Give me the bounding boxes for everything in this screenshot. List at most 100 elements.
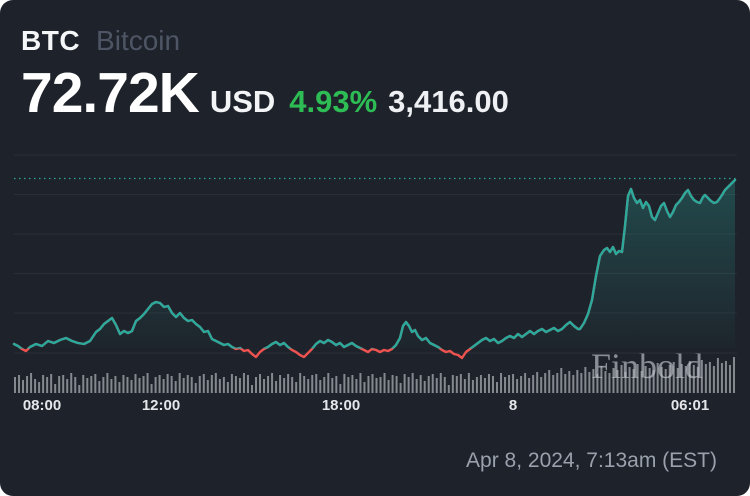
volume-bar <box>66 379 69 393</box>
volume-bar <box>146 373 149 393</box>
volume-bar <box>255 377 257 393</box>
x-axis-label: 8 <box>508 397 518 414</box>
volume-bar <box>234 376 237 393</box>
volume-bar <box>70 373 73 393</box>
volume-bar <box>708 362 711 393</box>
volume-bar <box>182 378 185 393</box>
volume-bar <box>210 375 213 393</box>
price-chart[interactable]: Finbold <box>0 148 750 394</box>
volume-bar <box>411 373 414 393</box>
volume-bar <box>46 377 49 393</box>
volume-bar <box>568 371 571 393</box>
volume-bar <box>355 379 358 393</box>
price-line-up <box>12 178 737 349</box>
volume-bar <box>395 376 398 393</box>
volume-bar <box>423 381 426 393</box>
x-axis[interactable]: 08:00 12:00 18:00 8 06:01 <box>0 397 750 417</box>
volume-bar <box>74 377 77 393</box>
symbol-label: BTC <box>21 25 81 56</box>
volume-bar <box>263 379 266 393</box>
volume-bar <box>584 367 587 393</box>
volume-bar <box>154 377 157 393</box>
volume-bar <box>22 380 25 393</box>
volume-bar <box>291 377 294 393</box>
volume-bar <box>279 375 282 393</box>
volume-bar <box>672 362 675 393</box>
volume-bar <box>732 357 735 393</box>
volume-bar <box>680 364 683 393</box>
volume-bar <box>98 381 101 393</box>
volume-bar <box>311 375 314 393</box>
volume-bar <box>230 374 233 393</box>
volume-bar <box>14 377 16 393</box>
volume-bar <box>90 376 93 393</box>
volume-bar <box>640 371 643 393</box>
volume-bar <box>524 373 527 393</box>
volume-bar <box>604 371 607 393</box>
volume-bar <box>728 365 731 393</box>
volume-bar <box>608 373 611 393</box>
volume-bar <box>54 384 57 393</box>
x-axis-label: 12:00 <box>141 397 181 414</box>
volume-bar <box>166 374 169 393</box>
volume-bar <box>696 367 699 393</box>
x-axis-label: 08:00 <box>22 397 62 414</box>
volume-bar <box>724 361 727 393</box>
volume-bar <box>347 377 350 393</box>
volume-bar <box>700 360 703 393</box>
volume-bar <box>130 380 133 393</box>
x-axis-label: 18:00 <box>321 397 361 414</box>
volume-bar <box>198 376 201 393</box>
volume-bar <box>118 382 121 393</box>
volume-bar <box>62 375 65 393</box>
volume-bar <box>34 379 37 393</box>
volume-bar <box>114 376 117 393</box>
volume-bar <box>407 377 410 393</box>
volume-bar <box>612 368 615 393</box>
volume-bar <box>106 373 109 393</box>
volume-bar <box>504 377 507 393</box>
volume-bar <box>556 373 559 393</box>
volume-bar <box>78 385 81 393</box>
volume-bar <box>287 374 290 393</box>
volume-bar <box>387 380 390 393</box>
volume-bar <box>483 378 486 393</box>
volume-bar <box>134 374 137 393</box>
volume-bar <box>451 375 454 393</box>
volume-bar <box>636 364 639 393</box>
volume-bar <box>122 375 125 393</box>
volume-bar <box>319 380 322 393</box>
volume-bar <box>676 368 679 393</box>
volume-bar <box>174 381 177 393</box>
volume-bar <box>190 377 193 393</box>
volume-bar <box>536 372 539 393</box>
volume-bar <box>508 375 511 393</box>
chart-svg[interactable] <box>0 148 750 394</box>
volume-bar <box>628 367 631 393</box>
volume-bar <box>664 369 667 393</box>
volume-bar <box>307 379 310 393</box>
price-area-fill <box>14 180 735 349</box>
volume-bar <box>656 363 659 393</box>
volume-bar <box>138 378 141 393</box>
volume-bar <box>403 374 406 393</box>
volume-bar <box>242 373 245 393</box>
volume-bar <box>267 376 270 393</box>
volume-bar <box>206 380 209 393</box>
volume-bar <box>226 382 229 393</box>
volume-bar <box>158 375 161 393</box>
volume-bar <box>126 377 129 393</box>
volume-bar <box>600 366 603 393</box>
volume-bar <box>351 375 354 393</box>
volume-bar <box>102 377 105 393</box>
volume-bar <box>343 374 346 393</box>
volume-bar <box>463 379 466 393</box>
volume-bar <box>688 361 691 393</box>
change-absolute: 3,416.00 <box>388 84 509 119</box>
volume-bar <box>82 375 85 393</box>
volume-bar <box>419 375 422 393</box>
volume-bar <box>162 379 165 393</box>
volume-bar <box>496 382 498 393</box>
coin-name: Bitcoin <box>96 25 181 56</box>
